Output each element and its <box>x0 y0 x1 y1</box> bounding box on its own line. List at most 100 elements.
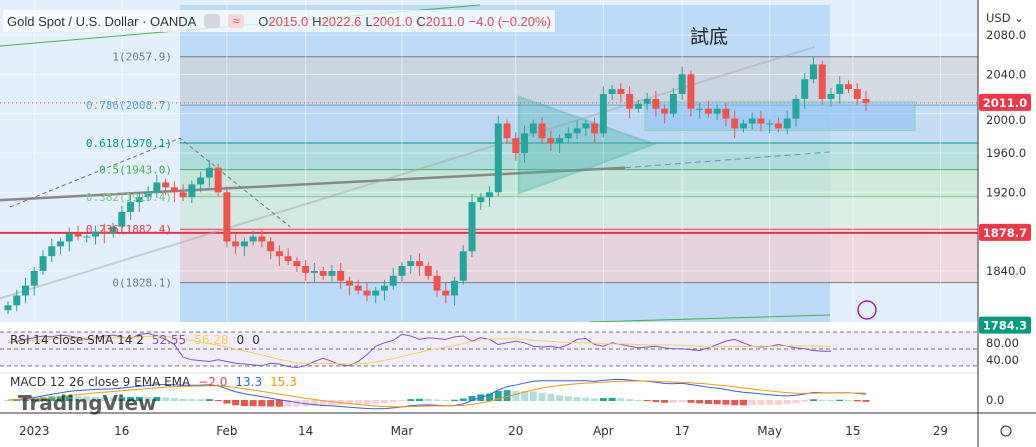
macd-histogram-bar <box>92 396 100 401</box>
macd-histogram-bar <box>328 400 336 406</box>
candle-body <box>748 118 756 124</box>
candle-body <box>214 167 222 193</box>
candle-body <box>22 285 30 296</box>
annotation-text[interactable]: 試底 <box>690 26 729 48</box>
fib-zone <box>180 229 978 283</box>
macd-histogram-bar <box>380 400 388 404</box>
candle-body <box>626 93 634 109</box>
time-tick: Mar <box>391 424 414 438</box>
candle-body <box>109 226 117 234</box>
high-value: 2022.6 <box>321 13 362 29</box>
macd-histogram-bar <box>547 394 555 401</box>
macd-signal-value: 13.3 <box>235 375 263 389</box>
candle-body <box>512 138 520 153</box>
rsi-value: 52.55 <box>151 333 187 347</box>
macd-histogram-bar <box>626 399 634 401</box>
low-label: L <box>365 13 373 29</box>
macd-histogram-bar <box>293 400 301 407</box>
candle-body <box>731 118 739 129</box>
rsi-legend[interactable]: RSI 14 close SMA 14 2 52.55 56.28 0 0 <box>10 333 260 347</box>
macd-histogram-bar <box>704 400 712 405</box>
macd-histogram-bar <box>302 400 310 407</box>
candle-body <box>13 295 21 306</box>
candle-body <box>127 202 135 212</box>
candle-body <box>687 74 695 109</box>
currency-selector[interactable]: USD ⌄ <box>986 11 1024 25</box>
macd-histogram-bar <box>197 399 205 401</box>
candle-body <box>757 118 765 124</box>
candle-body <box>494 123 502 193</box>
candle-body <box>573 128 581 134</box>
macd-histogram-bar <box>162 397 170 401</box>
indicator-tick: 40.00 <box>986 353 1019 367</box>
macd-histogram-bar <box>100 397 108 401</box>
candle-body <box>30 270 38 286</box>
macd-histogram-bar <box>643 400 651 402</box>
candle-body <box>284 256 292 262</box>
candle-body <box>293 261 301 267</box>
macd-histogram-bar <box>652 400 660 402</box>
symbol-title[interactable]: Gold Spot / U.S. Dollar · OANDA <box>7 13 197 29</box>
price-tag-label: 2011.0 <box>983 96 1027 110</box>
price-tick: 1840.0 <box>986 264 1026 278</box>
candle-body <box>643 98 651 104</box>
macd-histogram-bar <box>451 399 459 401</box>
macd-histogram-bar <box>188 399 196 401</box>
macd-hist-value: 15.3 <box>270 375 297 389</box>
candle-body <box>310 270 318 273</box>
macd-histogram-bar <box>258 400 266 407</box>
symbol-legend: Gold Spot / U.S. Dollar · OANDA ≈ O2015.… <box>3 10 555 32</box>
candle-body <box>774 123 782 129</box>
price-tick: 1960.0 <box>986 146 1026 160</box>
candle-body <box>538 123 546 139</box>
macd-histogram-bar <box>83 396 91 401</box>
macd-histogram-bar <box>109 397 117 401</box>
candle-body <box>162 182 170 188</box>
macd-histogram-bar <box>363 400 371 405</box>
price-tag <box>979 316 1031 334</box>
fib-zone <box>180 143 978 170</box>
settings-gear-icon[interactable] <box>1000 425 1012 437</box>
candle-body <box>424 266 432 276</box>
candle-body <box>258 236 266 242</box>
time-tick: May <box>757 424 782 438</box>
macd-histogram-bar <box>748 400 756 406</box>
candle-body <box>818 64 826 99</box>
macd-histogram-bar <box>617 398 625 401</box>
macd-histogram-bar <box>398 400 406 402</box>
change-value: −4.0 (−0.20%) <box>468 13 551 29</box>
macd-histogram-bar <box>424 398 432 401</box>
macd-legend[interactable]: MACD 12 26 close 9 EMA EMA −2.0 13.3 15.… <box>10 375 297 389</box>
macd-histogram-bar <box>135 396 143 401</box>
time-tick: 15 <box>845 424 860 438</box>
lightning-icon <box>857 300 877 320</box>
fib-label: 0.382(1915.4) <box>86 191 172 204</box>
macd-histogram-bar <box>486 393 494 401</box>
trend-line <box>624 151 831 169</box>
candle-body <box>451 280 459 296</box>
fib-label: 0.618(1970.1) <box>86 137 172 150</box>
macd-histogram-bar <box>844 399 852 401</box>
price-tag <box>979 223 1031 241</box>
candle-body <box>547 138 555 144</box>
candle-body <box>135 197 143 203</box>
candle-body <box>836 84 844 94</box>
open-value: 2015.0 <box>268 13 309 29</box>
macd-histogram-bar <box>564 396 572 401</box>
candle-body <box>223 192 231 242</box>
candle-body <box>118 211 126 227</box>
price-tag-label: 1784.3 <box>983 319 1027 333</box>
candle-body <box>337 270 345 281</box>
candle-body <box>591 123 599 134</box>
time-tick: Apr <box>593 424 614 438</box>
macd-histogram-bar <box>774 400 782 405</box>
macd-histogram-bar <box>739 400 747 406</box>
candle-body <box>503 123 511 139</box>
macd-histogram-bar <box>809 399 817 401</box>
macd-histogram-bar <box>179 398 187 401</box>
rsi-extra-1: 0 <box>236 333 245 347</box>
approx-icon[interactable]: ≈ <box>228 14 245 28</box>
fib-label: 1(2057.9) <box>112 51 172 64</box>
minus-icon[interactable] <box>204 14 221 28</box>
